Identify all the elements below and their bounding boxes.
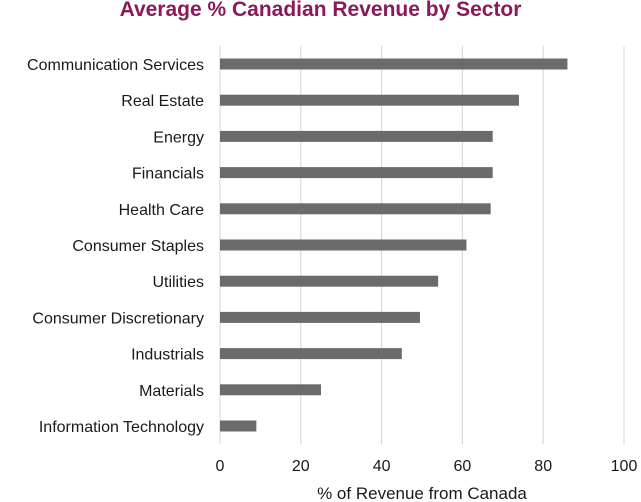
chart-title: Average % Canadian Revenue by Sector [119, 0, 522, 21]
category-label: Information Technology [39, 419, 204, 436]
bars [220, 58, 568, 432]
category-label: Consumer Discretionary [32, 310, 204, 327]
bar [220, 239, 467, 251]
category-label: Consumer Staples [72, 238, 204, 255]
x-tick-label: 60 [454, 458, 472, 475]
bar [220, 384, 321, 396]
category-label: Real Estate [121, 93, 204, 110]
bar [220, 58, 568, 70]
bar [220, 94, 519, 106]
category-label: Communication Services [27, 57, 204, 74]
bar [220, 130, 493, 142]
bar [220, 167, 493, 179]
bar [220, 311, 420, 323]
category-label: Industrials [131, 347, 204, 364]
bar [220, 348, 402, 360]
category-label: Utilities [152, 274, 204, 291]
category-label: Materials [139, 383, 204, 400]
bar [220, 420, 257, 432]
bar [220, 203, 491, 215]
category-label: Health Care [119, 202, 204, 219]
category-labels: Communication Services Real Estate Energy F… [27, 57, 204, 436]
x-tick-labels: 0 20 40 60 80 100 [216, 458, 638, 475]
x-tick-label: 0 [216, 458, 225, 475]
category-label: Financials [132, 166, 204, 183]
x-tick-label: 100 [611, 458, 638, 475]
x-tick-label: 20 [292, 458, 310, 475]
x-tick-label: 40 [373, 458, 391, 475]
x-tick-label: 80 [534, 458, 552, 475]
category-label: Energy [153, 129, 204, 146]
bar [220, 275, 439, 287]
x-axis-title: % of Revenue from Canada [317, 484, 527, 502]
